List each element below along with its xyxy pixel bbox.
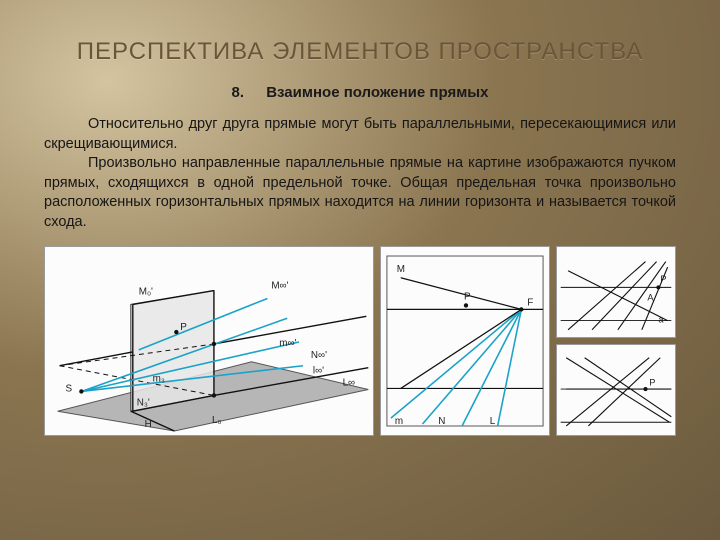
- svg-text:M: M: [397, 264, 405, 275]
- svg-text:F: F: [527, 298, 533, 309]
- figure-right-col: PAa P: [556, 246, 676, 436]
- svg-text:N₃': N₃': [137, 398, 150, 409]
- figure-top-right: PAa: [556, 246, 676, 338]
- svg-text:L: L: [490, 416, 496, 427]
- svg-text:S: S: [66, 384, 73, 395]
- svg-text:H: H: [145, 419, 152, 430]
- svg-text:l∞': l∞': [313, 366, 324, 377]
- page-title: ПЕРСПЕКТИВА ЭЛЕМЕНТОВ ПРОСТРАНСТВА: [0, 0, 720, 66]
- body-text: Относительно друг друга прямые могут быт…: [0, 101, 720, 232]
- svg-text:m₃: m₃: [153, 374, 165, 385]
- svg-text:P: P: [649, 378, 655, 388]
- figure-bottom-right: P: [556, 344, 676, 436]
- svg-text:m: m: [395, 416, 403, 427]
- svg-text:L∞: L∞: [343, 378, 356, 389]
- svg-text:P: P: [660, 274, 666, 284]
- paragraph: Произвольно направленные параллельные пр…: [44, 154, 676, 232]
- section-heading: 8. Взаимное положение прямых: [0, 84, 720, 101]
- svg-text:M₀': M₀': [139, 287, 153, 298]
- section-text: Взаимное положение прямых: [266, 84, 488, 101]
- paragraph: Относительно друг друга прямые могут быт…: [44, 115, 676, 154]
- section-number: 8.: [232, 84, 245, 101]
- svg-text:L₀: L₀: [212, 416, 222, 427]
- svg-text:P: P: [180, 322, 187, 333]
- svg-text:P: P: [464, 292, 471, 303]
- figure-middle: M P Fm N L: [380, 246, 550, 436]
- figures-row: M₀'M∞'PSm₃N₃'HL₀m∞'N∞'l∞'L∞ MPFmNL PAa P: [44, 246, 676, 436]
- svg-text:A: A: [647, 293, 654, 303]
- svg-text:M∞': M∞': [271, 281, 288, 292]
- svg-text:a: a: [658, 315, 664, 325]
- figure-left: M₀' M∞' P Sm₃ N₃' H L₀ m∞' N∞' l∞' L∞: [44, 246, 374, 436]
- svg-text:N: N: [438, 416, 445, 427]
- svg-text:N∞': N∞': [311, 350, 327, 361]
- svg-text:m∞': m∞': [279, 338, 296, 349]
